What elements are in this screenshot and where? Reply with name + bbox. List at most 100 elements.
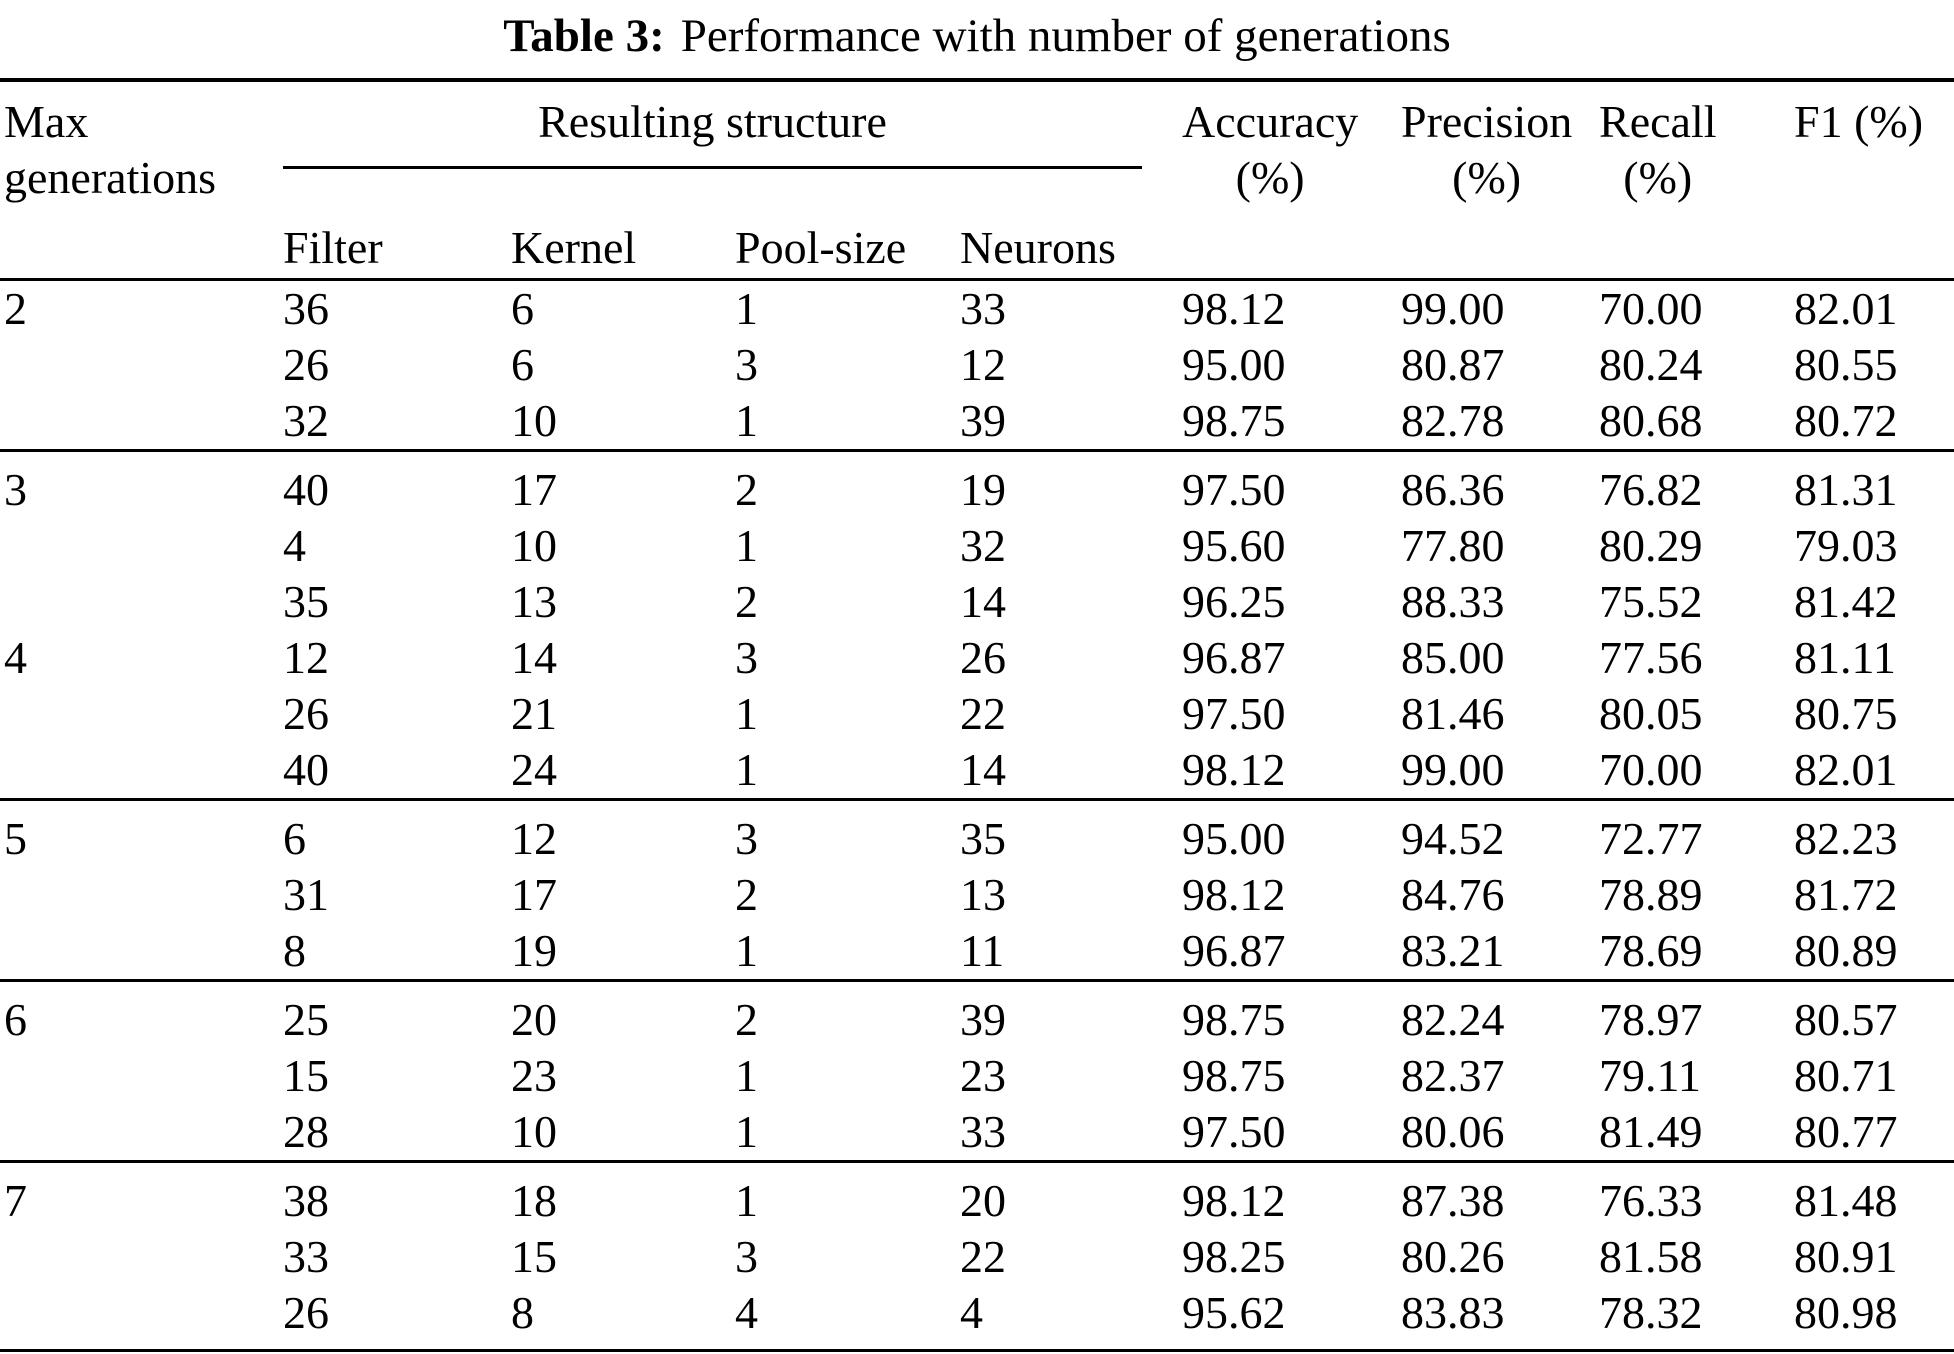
table-row: 2 36 6 1 33 98.12 99.00 70.00 82.01 bbox=[0, 280, 1954, 338]
f1-cell: 79.03 bbox=[1794, 520, 1898, 571]
column-header-pool-size: Pool-size bbox=[735, 222, 907, 273]
table-row: 40 24 1 14 98.12 99.00 70.00 82.01 bbox=[0, 742, 1954, 800]
accuracy-cell: 98.75 bbox=[1182, 395, 1286, 446]
filter-cell: 26 bbox=[283, 339, 329, 390]
kernel-cell: 19 bbox=[511, 925, 557, 976]
kernel-cell: 6 bbox=[511, 339, 534, 390]
precision-cell: 85.00 bbox=[1401, 632, 1505, 683]
max-generations-cell bbox=[0, 1229, 283, 1285]
accuracy-cell: 96.87 bbox=[1182, 925, 1286, 976]
neurons-cell: 35 bbox=[960, 798, 1183, 867]
pool-size-cell: 1 bbox=[735, 395, 758, 446]
f1-cell: 81.31 bbox=[1794, 449, 1954, 518]
kernel-cell: 12 bbox=[511, 798, 735, 867]
pool-size-cell: 1 bbox=[735, 283, 758, 334]
accuracy-cell: 98.75 bbox=[1182, 1050, 1286, 1101]
recall-cell: 70.00 bbox=[1599, 283, 1703, 334]
filter-cell: 25 bbox=[283, 979, 511, 1048]
accuracy-cell: 95.60 bbox=[1182, 520, 1286, 571]
pool-size-cell: 1 bbox=[735, 1160, 960, 1229]
kernel-cell: 14 bbox=[511, 632, 557, 683]
kernel-cell: 21 bbox=[511, 688, 557, 739]
recall-cell: 78.97 bbox=[1599, 979, 1795, 1048]
table-row: 26 21 1 22 97.50 81.46 80.05 80.75 bbox=[0, 686, 1954, 742]
precision-header-stack: Precision (%) bbox=[1401, 94, 1572, 206]
filter-cell: 28 bbox=[283, 1106, 329, 1157]
precision-cell: 80.06 bbox=[1401, 1106, 1505, 1157]
max-generations-cell: 5 bbox=[0, 798, 283, 867]
table-row: 5 6 12 3 35 95.00 94.52 72.77 82.23 bbox=[0, 798, 1954, 867]
neurons-cell: 12 bbox=[960, 339, 1006, 390]
pool-size-cell: 2 bbox=[735, 869, 758, 920]
accuracy-cell: 95.00 bbox=[1182, 339, 1286, 390]
recall-cell: 78.89 bbox=[1599, 869, 1703, 920]
neurons-cell: 11 bbox=[960, 925, 1005, 976]
recall-cell: 81.58 bbox=[1599, 1231, 1703, 1282]
filter-cell: 32 bbox=[283, 395, 329, 446]
table-caption: Table 3: Performance with number of gener… bbox=[0, 8, 1954, 64]
neurons-cell: 22 bbox=[960, 688, 1006, 739]
precision-cell: 83.83 bbox=[1401, 1287, 1505, 1338]
filter-cell: 40 bbox=[283, 744, 329, 795]
pool-size-cell: 3 bbox=[735, 339, 758, 390]
recall-cell: 76.33 bbox=[1599, 1160, 1795, 1229]
table-row: 31 17 2 13 98.12 84.76 78.89 81.72 bbox=[0, 867, 1954, 923]
pool-size-cell: 3 bbox=[735, 632, 758, 683]
neurons-cell: 13 bbox=[960, 869, 1006, 920]
filter-cell: 4 bbox=[283, 520, 306, 571]
table-row: 4 10 1 32 95.60 77.80 80.29 79.03 bbox=[0, 518, 1954, 574]
pool-size-cell: 4 bbox=[735, 1287, 758, 1338]
neurons-cell: 19 bbox=[960, 449, 1183, 518]
filter-cell: 12 bbox=[283, 632, 329, 683]
f1-cell: 80.72 bbox=[1794, 395, 1898, 446]
precision-cell: 86.36 bbox=[1401, 449, 1600, 518]
recall-cell: 80.24 bbox=[1599, 339, 1703, 390]
precision-cell: 99.00 bbox=[1401, 744, 1505, 795]
table-caption-label: Table 3: bbox=[503, 10, 665, 62]
precision-cell: 84.76 bbox=[1401, 869, 1505, 920]
table-row: 8 19 1 11 96.87 83.21 78.69 80.89 bbox=[0, 923, 1954, 981]
kernel-cell: 18 bbox=[511, 1160, 735, 1229]
accuracy-cell: 97.50 bbox=[1182, 1106, 1286, 1157]
recall-cell: 72.77 bbox=[1599, 798, 1795, 867]
pool-size-cell: 3 bbox=[735, 1231, 758, 1282]
table-row: 3 40 17 2 19 97.50 86.36 76.82 81.31 bbox=[0, 449, 1954, 518]
recall-cell: 70.00 bbox=[1599, 744, 1703, 795]
precision-cell: 87.38 bbox=[1401, 1160, 1600, 1229]
recall-cell: 77.56 bbox=[1599, 632, 1703, 683]
table-row: 32 10 1 39 98.75 82.78 80.68 80.72 bbox=[0, 393, 1954, 451]
f1-cell: 81.72 bbox=[1794, 869, 1898, 920]
filter-cell: 36 bbox=[283, 283, 329, 334]
kernel-cell: 10 bbox=[511, 1106, 557, 1157]
f1-cell: 80.91 bbox=[1794, 1231, 1898, 1282]
table-body: 2 36 6 1 33 98.12 99.00 70.00 82.01 26 6 3 12 95.00 80… bbox=[0, 280, 1954, 1351]
pool-size-cell: 1 bbox=[735, 688, 758, 739]
f1-cell: 80.55 bbox=[1794, 339, 1898, 390]
column-header-f1: F1 (%) bbox=[1794, 80, 1954, 280]
neurons-cell: 39 bbox=[960, 979, 1183, 1048]
max-generations-cell: 7 bbox=[0, 1160, 283, 1229]
recall-cell: 79.11 bbox=[1599, 1050, 1701, 1101]
recall-header-unit: (%) bbox=[1623, 152, 1693, 203]
accuracy-header-label: Accuracy bbox=[1182, 96, 1359, 147]
precision-cell: 83.21 bbox=[1401, 925, 1505, 976]
max-generations-cell bbox=[0, 393, 283, 451]
pool-size-cell: 1 bbox=[735, 1050, 758, 1101]
accuracy-cell: 97.50 bbox=[1182, 688, 1286, 739]
column-header-accuracy: Accuracy (%) bbox=[1182, 80, 1401, 280]
precision-cell: 82.37 bbox=[1401, 1050, 1505, 1101]
kernel-cell: 6 bbox=[511, 283, 534, 334]
f1-cell: 80.89 bbox=[1794, 925, 1898, 976]
max-generations-cell bbox=[0, 1048, 283, 1104]
accuracy-cell: 98.12 bbox=[1182, 869, 1286, 920]
neurons-cell: 33 bbox=[960, 283, 1006, 334]
table-row: 6 25 20 2 39 98.75 82.24 78.97 80.57 bbox=[0, 979, 1954, 1048]
accuracy-cell: 96.25 bbox=[1182, 576, 1286, 627]
kernel-cell: 20 bbox=[511, 979, 735, 1048]
kernel-cell: 10 bbox=[511, 520, 557, 571]
precision-cell: 94.52 bbox=[1401, 798, 1600, 867]
table-row: 26 8 4 4 95.62 83.83 78.32 80.98 bbox=[0, 1285, 1954, 1351]
table-header: Max generations Resulting structure Accu… bbox=[0, 80, 1954, 280]
max-generations-cell: 2 bbox=[4, 283, 27, 334]
f1-cell: 80.98 bbox=[1794, 1287, 1898, 1338]
